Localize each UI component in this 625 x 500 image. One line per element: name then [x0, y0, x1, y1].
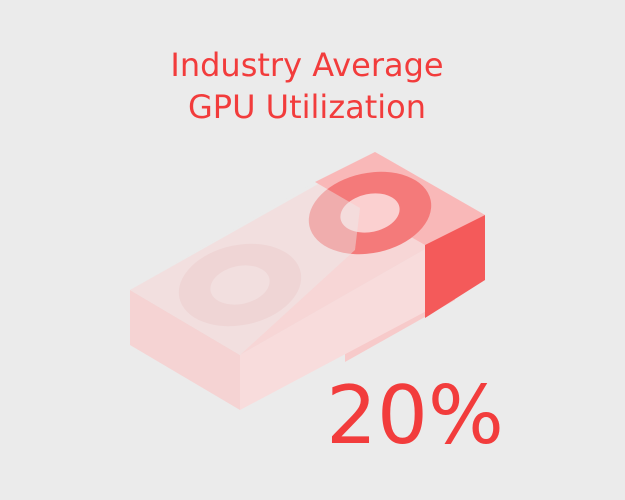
gpu-front-face — [240, 215, 485, 410]
stat-value: 20% — [326, 369, 504, 462]
fan-1-hub — [210, 265, 270, 305]
gpu-overlay — [130, 182, 360, 355]
gpu-front-red — [425, 215, 485, 318]
gpu-illustration — [130, 152, 485, 410]
title-line-2: GPU Utilization — [188, 88, 426, 126]
title-line-1: Industry Average — [170, 46, 443, 84]
gpu-left-face — [130, 290, 240, 410]
fan-2-hub — [340, 193, 400, 233]
